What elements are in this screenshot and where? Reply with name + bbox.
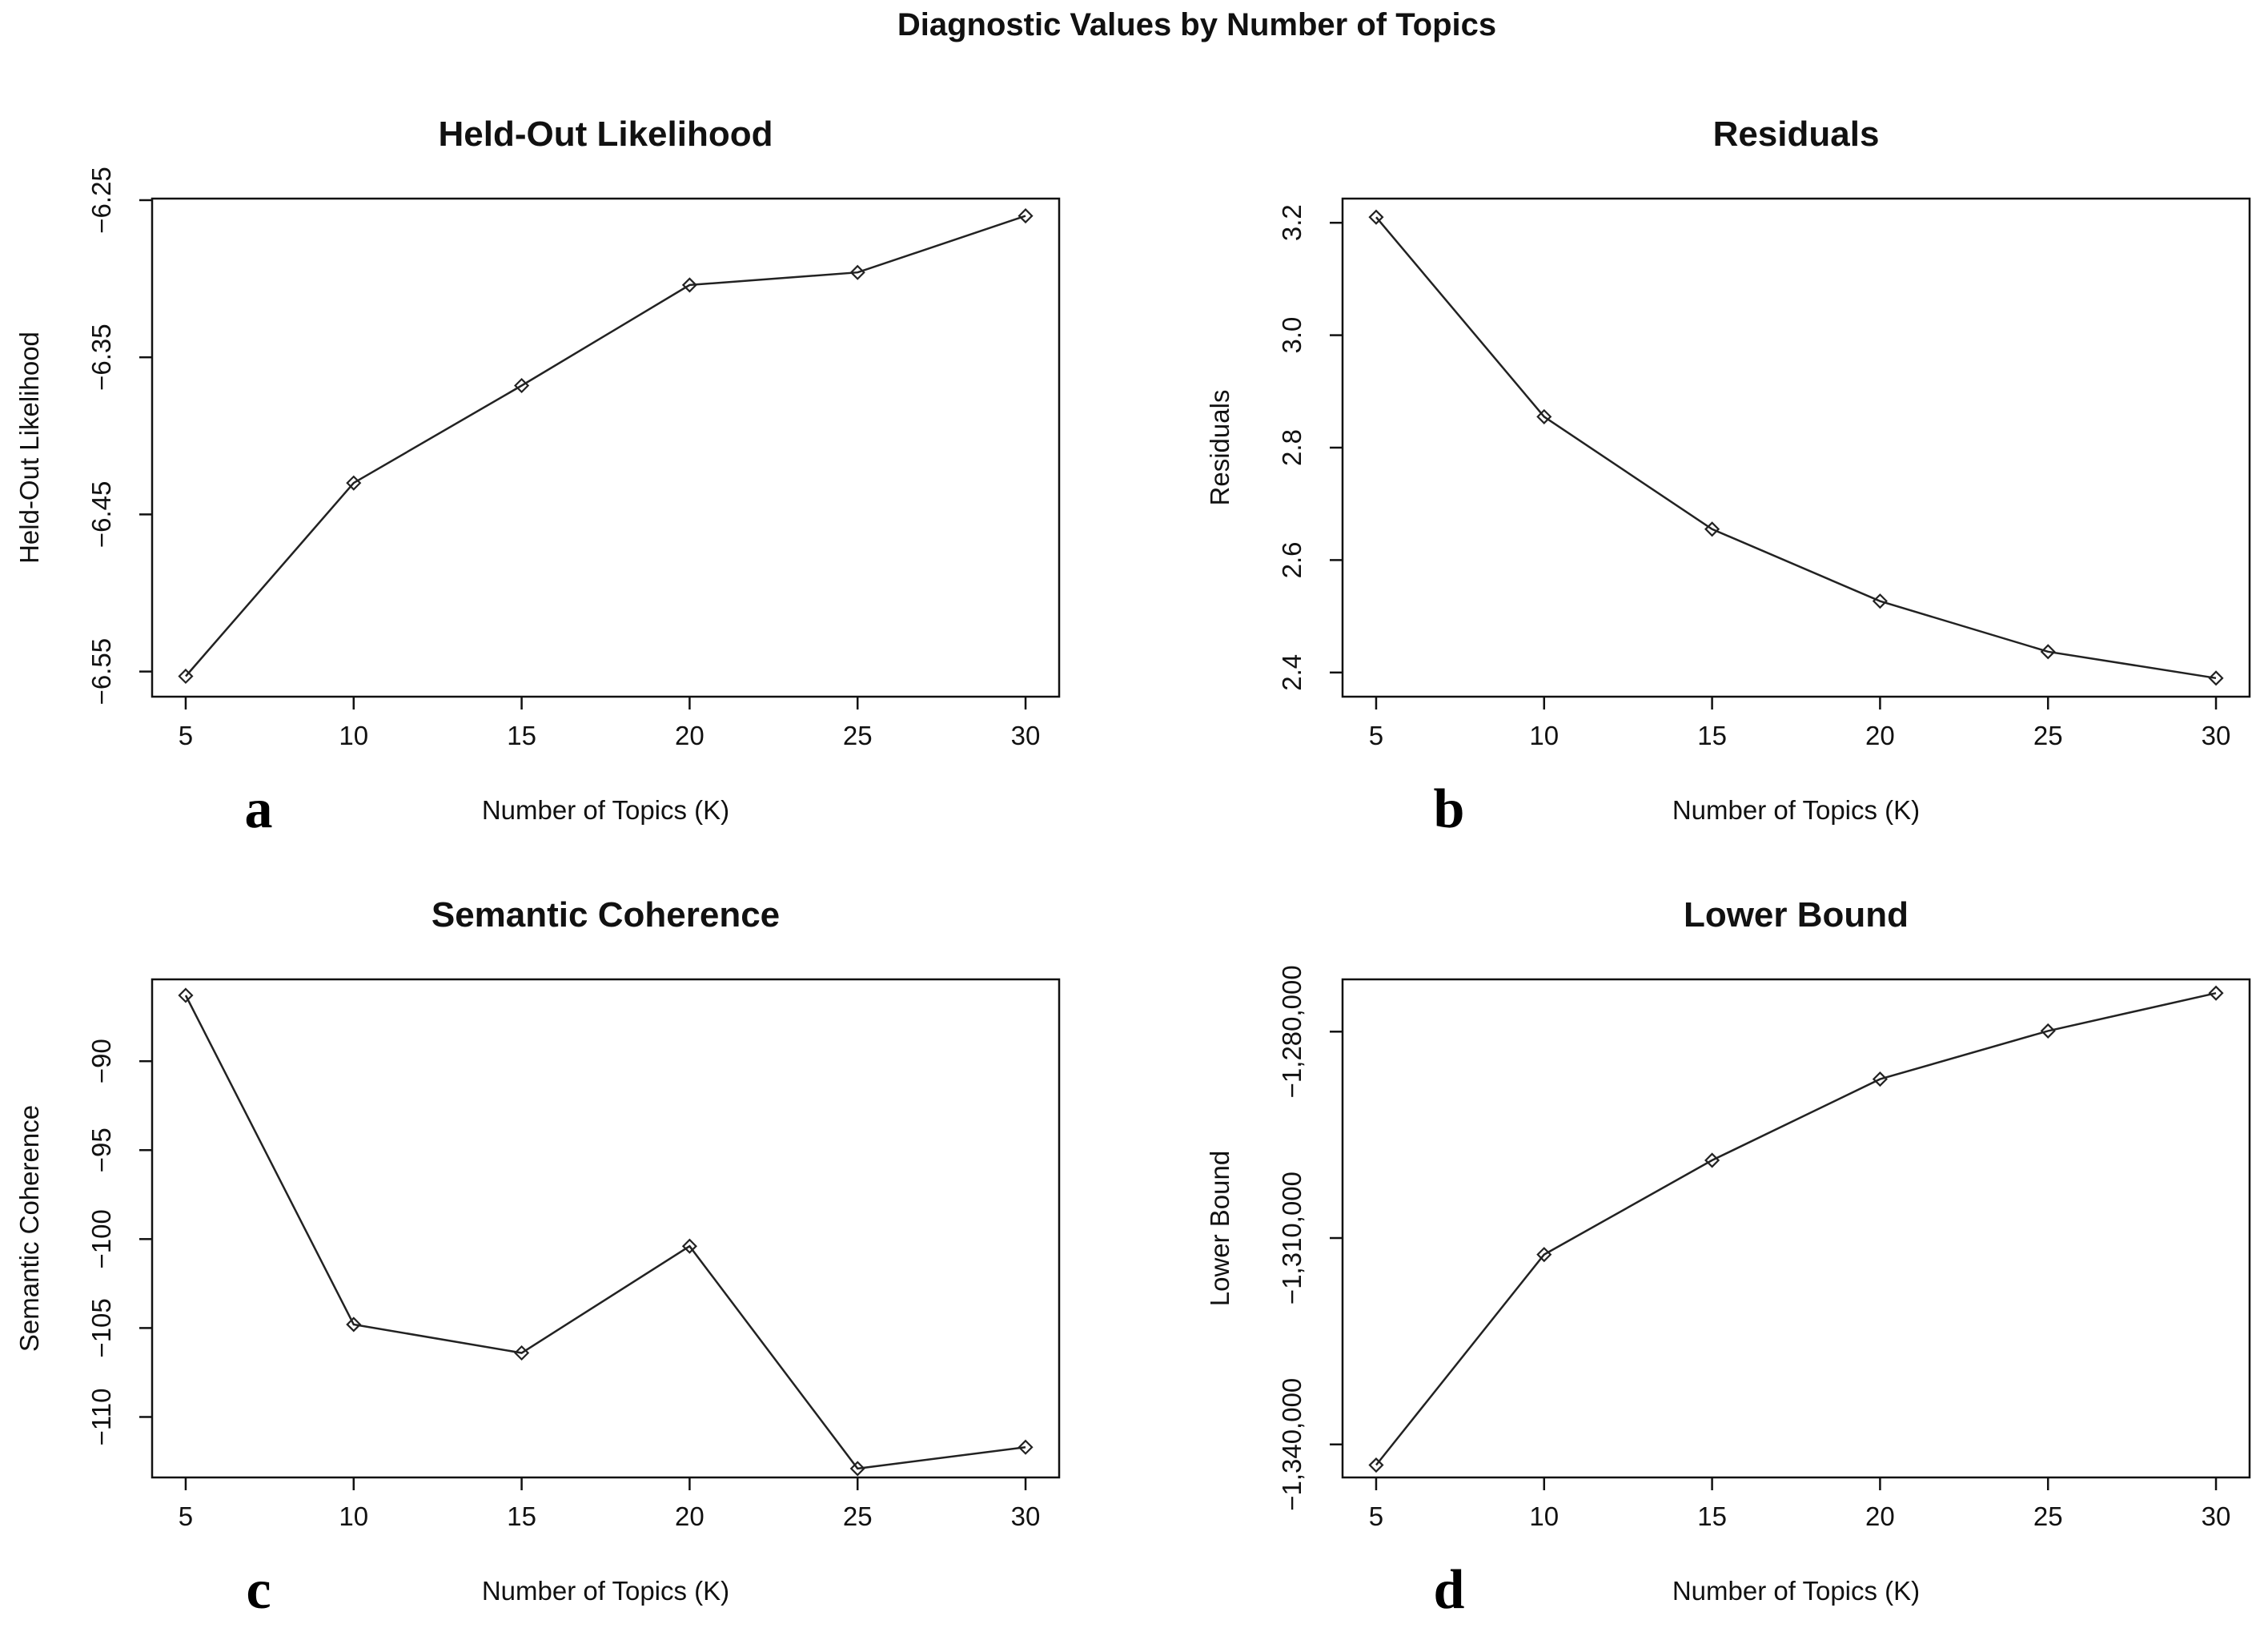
data-point-marker [681, 277, 697, 293]
x-tick-label: 25 [2033, 721, 2063, 750]
data-point-marker [1368, 1457, 1384, 1473]
x-tick-label: 20 [1865, 1501, 1895, 1531]
y-tick-label: −105 [86, 1298, 116, 1357]
data-point-marker [2208, 670, 2224, 686]
series-line [1375, 991, 2217, 1466]
x-tick-label: 25 [843, 1501, 873, 1531]
data-point-marker [1018, 208, 1034, 224]
x-tick-label: 30 [1011, 721, 1041, 750]
data-point-marker [1704, 1152, 1720, 1168]
y-axis-label: Held-Out Likelihood [14, 332, 44, 564]
panels: Held-Out Likelihood 5 10 15 20 25 30 −6.55 −6.45… [14, 115, 2251, 1621]
x-axis-label: Number of Topics (K) [1672, 795, 1920, 825]
x-tick-label: 15 [1697, 721, 1727, 750]
y-axis-label: Semantic Coherence [14, 1105, 44, 1352]
y-tick-label: −1,310,000 [1277, 1172, 1307, 1304]
x-tick-label: 20 [675, 721, 704, 750]
panel-letter: d [1434, 1559, 1465, 1621]
x-tick-label: 5 [179, 721, 193, 750]
y-tick-label: 3.2 [1277, 204, 1307, 241]
data-point-marker [1704, 521, 1720, 537]
x-tick-label: 10 [1529, 721, 1559, 750]
panel-title: Held-Out Likelihood [439, 115, 773, 154]
x-axis-label: Number of Topics (K) [482, 1576, 729, 1606]
panel-title: Residuals [1713, 115, 1880, 154]
data-point-marker [1018, 1439, 1034, 1455]
panel-letter: a [245, 778, 273, 840]
y-tick-label: 2.4 [1277, 654, 1307, 691]
x-tick-label: 30 [2202, 1501, 2231, 1531]
plot-frame [1341, 978, 2251, 1479]
data-point-marker [1872, 1071, 1888, 1087]
x-tick-label: 20 [675, 1501, 704, 1531]
data-point-marker [346, 1316, 362, 1333]
x-tick-label: 25 [843, 721, 873, 750]
x-axis-label: Number of Topics (K) [1672, 1576, 1920, 1606]
y-tick-label: −1,280,000 [1277, 965, 1307, 1098]
x-tick-label: 15 [507, 721, 536, 750]
y-tick-label: 2.8 [1277, 429, 1307, 466]
y-tick-label: −6.55 [86, 638, 116, 705]
data-point-marker [1536, 408, 1552, 424]
x-tick-label: 5 [1369, 721, 1383, 750]
data-point-marker [2040, 644, 2056, 660]
x-tick-label: 10 [1529, 1501, 1559, 1531]
series-line [1375, 216, 2217, 680]
plot-frame [151, 197, 1061, 698]
y-tick-label: −90 [86, 1039, 116, 1083]
data-point-marker [849, 1461, 865, 1477]
series-line [184, 995, 1026, 1470]
x-axis-label: Number of Topics (K) [482, 795, 729, 825]
series-line [185, 215, 1026, 677]
x-tick-label: 15 [507, 1501, 536, 1531]
data-point-marker [2208, 985, 2224, 1001]
data-point-marker [1368, 209, 1384, 225]
y-tick-label: −110 [86, 1389, 116, 1446]
panel-letter: c [246, 1559, 271, 1621]
data-point-marker [1536, 1247, 1552, 1263]
data-point-marker [1872, 593, 1888, 609]
data-point-marker [346, 475, 362, 491]
chart-panel-d: Lower Bound 5 10 15 20 25 30 −1,340,000 −1,310,0… [1205, 895, 2251, 1621]
data-point-marker [2040, 1023, 2056, 1039]
data-point-marker [849, 264, 865, 280]
chart-panel-a: Held-Out Likelihood 5 10 15 20 25 30 −6.55 −6.45… [14, 115, 1061, 840]
x-tick-label: 25 [2033, 1501, 2063, 1531]
y-tick-label: −6.45 [86, 481, 116, 549]
y-tick-label: 2.6 [1277, 541, 1307, 578]
data-point-marker [178, 987, 194, 1003]
data-point-marker [178, 668, 194, 685]
y-axis-label: Residuals [1205, 390, 1234, 506]
y-tick-label: −6.25 [86, 167, 116, 234]
x-tick-label: 5 [1369, 1501, 1383, 1531]
chart-panel-c: Semantic Coherence 5 10 15 20 25 30 −90 −95 −100 −… [14, 895, 1061, 1621]
x-tick-label: 20 [1865, 721, 1895, 750]
x-tick-label: 30 [1011, 1501, 1041, 1531]
x-tick-label: 10 [339, 1501, 368, 1531]
y-axis-label: Lower Bound [1205, 1151, 1234, 1306]
y-tick-label: −1,340,000 [1277, 1378, 1307, 1511]
y-tick-label: −95 [86, 1128, 116, 1172]
data-point-marker [681, 1238, 697, 1254]
y-tick-label: −6.35 [86, 324, 116, 391]
x-tick-label: 30 [2202, 721, 2231, 750]
data-point-marker [514, 377, 530, 394]
chart-panel-b: Residuals 5 10 15 20 25 30 2.4 2.6 2.8 3.0 3.2 Numbe… [1205, 115, 2251, 840]
plot-frame [151, 978, 1061, 1479]
figure-title: Diagnostic Values by Number of Topics [897, 7, 1496, 42]
x-tick-label: 15 [1697, 1501, 1727, 1531]
panel-letter: b [1434, 778, 1465, 840]
panel-title: Semantic Coherence [432, 895, 780, 935]
data-point-marker [514, 1345, 530, 1361]
y-tick-label: −100 [86, 1209, 116, 1268]
x-tick-label: 10 [339, 721, 368, 750]
x-tick-label: 5 [179, 1501, 193, 1531]
panel-title: Lower Bound [1684, 895, 1909, 935]
y-tick-label: 3.0 [1277, 317, 1307, 354]
